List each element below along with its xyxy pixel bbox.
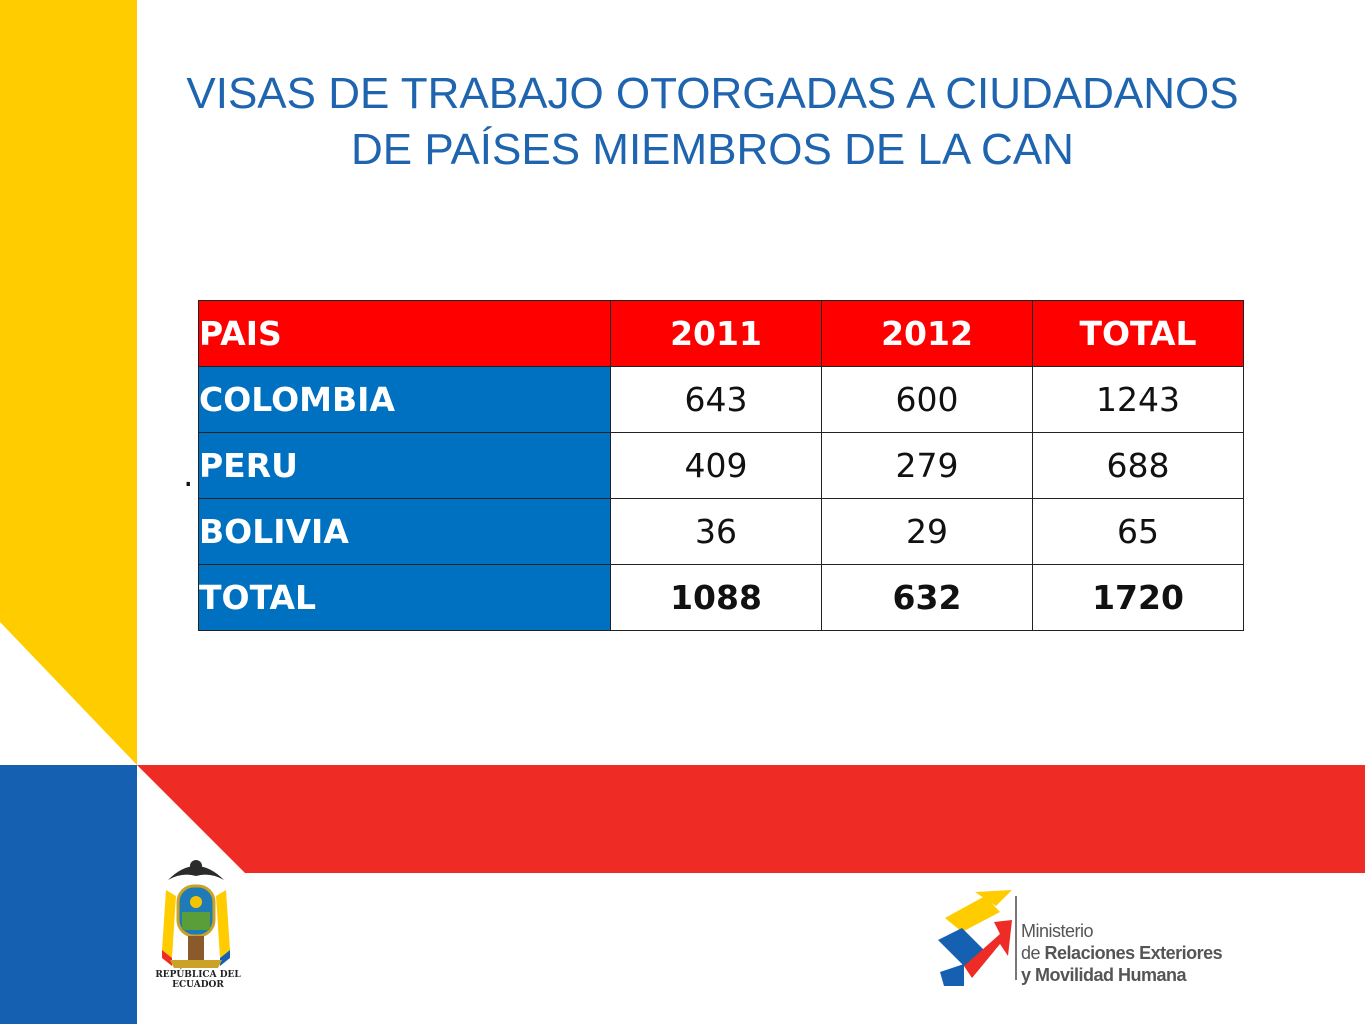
value-total-cell: 65 — [1032, 498, 1244, 565]
value-2011-cell: 36 — [610, 498, 822, 565]
grand-total-cell: 1720 — [1032, 564, 1244, 631]
total-2011-cell: 1088 — [610, 564, 822, 631]
visas-table: PAIS 2011 2012 TOTAL COLOMBIA 643 600 12… — [198, 300, 1244, 631]
total-2012-cell: 632 — [821, 564, 1033, 631]
ministry-line-2-bold: Relaciones Exteriores — [1044, 943, 1223, 963]
country-cell: BOLIVIA — [198, 498, 611, 565]
value-2012-cell: 600 — [821, 366, 1033, 433]
country-cell: PERU — [198, 432, 611, 499]
header-2012: 2012 — [821, 300, 1033, 367]
table-total-row: TOTAL 1088 632 1720 — [198, 564, 1244, 631]
slide-title: VISAS DE TRABAJO OTORGADAS A CIUDADANOS … — [186, 69, 1239, 174]
blue-block — [0, 765, 137, 1024]
ministry-line-2-prefix: de — [1021, 943, 1041, 963]
header-pais: PAIS — [198, 300, 611, 367]
country-cell: COLOMBIA — [198, 366, 611, 433]
header-2011: 2011 — [610, 300, 822, 367]
ministry-line-2: de Relaciones Exteriores — [1021, 942, 1223, 964]
table-row: COLOMBIA 643 600 1243 — [198, 366, 1244, 433]
seal-caption: REPÚBLICA DEL ECUADOR — [155, 970, 241, 990]
stray-dot: . — [183, 455, 194, 494]
value-2012-cell: 279 — [821, 432, 1033, 499]
table-row: BOLIVIA 36 29 65 — [198, 498, 1244, 565]
total-label-cell: TOTAL — [198, 564, 611, 631]
ministry-line-3: y Movilidad Humana — [1021, 965, 1187, 985]
value-2012-cell: 29 — [821, 498, 1033, 565]
ministry-logo-icon — [938, 890, 1017, 986]
coat-of-arms-icon — [162, 860, 230, 968]
table-row: PERU 409 279 688 — [198, 432, 1244, 499]
header-total: TOTAL — [1032, 300, 1244, 367]
table-header-row: PAIS 2011 2012 TOTAL — [198, 300, 1244, 367]
red-band — [137, 765, 1365, 873]
value-total-cell: 1243 — [1032, 366, 1244, 433]
ministry-line-1: Ministerio — [1021, 921, 1094, 941]
yellow-band — [0, 0, 137, 765]
value-2011-cell: 643 — [610, 366, 822, 433]
ministry-name: Ministerio de Relaciones Exteriores y Mo… — [1021, 920, 1223, 986]
value-total-cell: 688 — [1032, 432, 1244, 499]
value-2011-cell: 409 — [610, 432, 822, 499]
